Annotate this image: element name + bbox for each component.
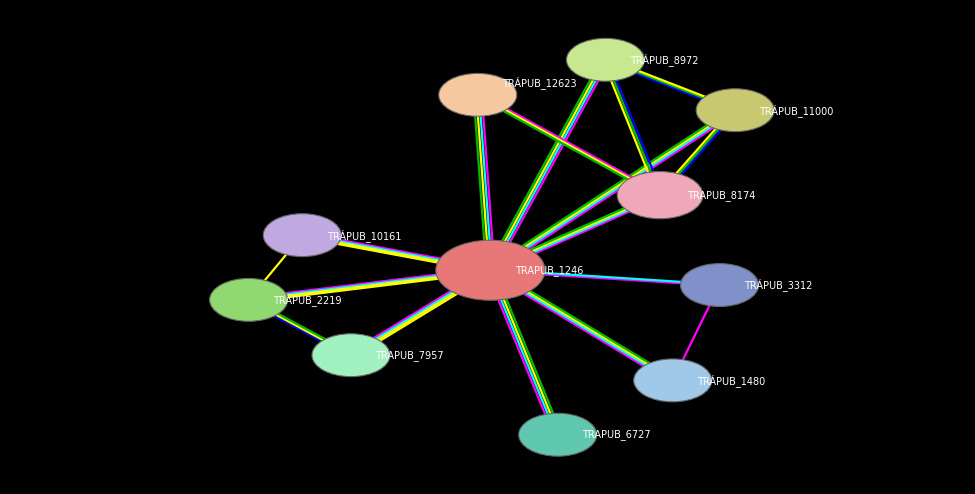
Ellipse shape — [312, 334, 390, 376]
Text: TRÁPUB_12623: TRÁPUB_12623 — [502, 76, 577, 89]
Text: TRÁPUB_1480: TRÁPUB_1480 — [697, 374, 765, 387]
Text: TRAPUB_6727: TRAPUB_6727 — [582, 429, 650, 440]
Ellipse shape — [696, 89, 774, 131]
Ellipse shape — [617, 171, 703, 219]
Ellipse shape — [566, 39, 644, 81]
Ellipse shape — [634, 359, 712, 402]
Text: TRÁPUB_11000: TRÁPUB_11000 — [760, 104, 834, 117]
Ellipse shape — [681, 264, 759, 306]
Ellipse shape — [519, 413, 597, 456]
Text: TRAPUB_7957: TRAPUB_7957 — [375, 350, 444, 361]
Text: TRÁPUB_3312: TRÁPUB_3312 — [744, 279, 812, 291]
Text: TRÁPUB_10161: TRÁPUB_10161 — [327, 229, 401, 242]
Ellipse shape — [436, 240, 545, 300]
Ellipse shape — [263, 214, 341, 256]
Ellipse shape — [439, 74, 517, 116]
Text: TRÁPUB_8972: TRÁPUB_8972 — [630, 53, 698, 66]
Text: TRAPUB_8174: TRAPUB_8174 — [687, 190, 756, 201]
Text: TRAPUB_1246: TRAPUB_1246 — [515, 265, 583, 276]
Ellipse shape — [210, 279, 288, 321]
Text: TRÁPUB_2219: TRÁPUB_2219 — [273, 293, 341, 306]
